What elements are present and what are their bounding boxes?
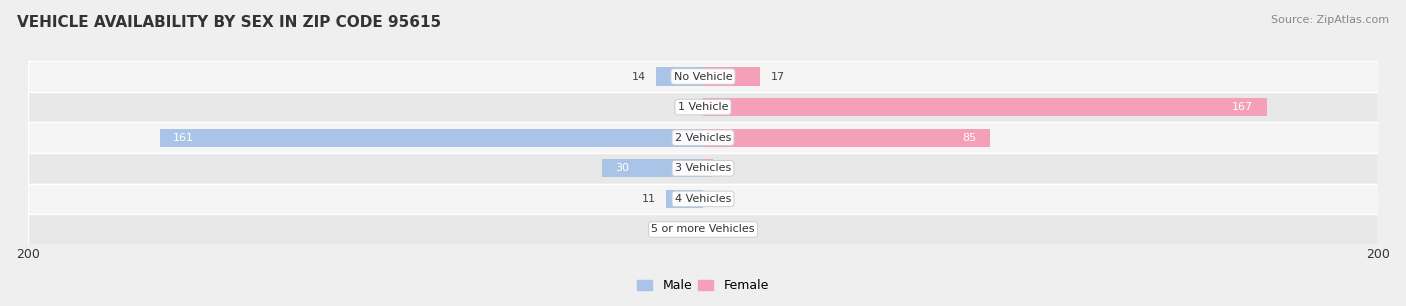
Text: 1 Vehicle: 1 Vehicle	[678, 102, 728, 112]
Text: 167: 167	[1232, 102, 1253, 112]
Text: 3 Vehicles: 3 Vehicles	[675, 163, 731, 173]
Bar	[28, 122, 1378, 153]
Bar	[703, 67, 761, 86]
Text: 30: 30	[616, 163, 630, 173]
Bar	[703, 98, 1267, 116]
Text: 5 or more Vehicles: 5 or more Vehicles	[651, 225, 755, 234]
Text: VEHICLE AVAILABILITY BY SEX IN ZIP CODE 95615: VEHICLE AVAILABILITY BY SEX IN ZIP CODE …	[17, 15, 441, 30]
Text: 0: 0	[686, 225, 693, 234]
Bar	[160, 129, 703, 147]
Bar	[28, 184, 1378, 214]
Bar	[655, 67, 703, 86]
Text: Source: ZipAtlas.com: Source: ZipAtlas.com	[1271, 15, 1389, 25]
Bar	[703, 129, 990, 147]
Bar	[28, 214, 1378, 245]
Text: No Vehicle: No Vehicle	[673, 72, 733, 81]
Text: 3: 3	[723, 163, 730, 173]
Text: 4 Vehicles: 4 Vehicles	[675, 194, 731, 204]
Bar	[28, 153, 1378, 184]
Text: 2 Vehicles: 2 Vehicles	[675, 133, 731, 143]
Text: 0: 0	[686, 102, 693, 112]
Text: 14: 14	[631, 72, 645, 81]
Text: 0: 0	[713, 225, 720, 234]
Text: 11: 11	[641, 194, 655, 204]
Bar	[28, 61, 1378, 92]
Text: 17: 17	[770, 72, 785, 81]
Bar	[602, 159, 703, 177]
Bar	[28, 92, 1378, 122]
Bar	[703, 159, 713, 177]
Text: 0: 0	[713, 194, 720, 204]
Bar	[666, 190, 703, 208]
Text: 161: 161	[173, 133, 194, 143]
Text: 85: 85	[962, 133, 976, 143]
Legend: Male, Female: Male, Female	[633, 274, 773, 297]
